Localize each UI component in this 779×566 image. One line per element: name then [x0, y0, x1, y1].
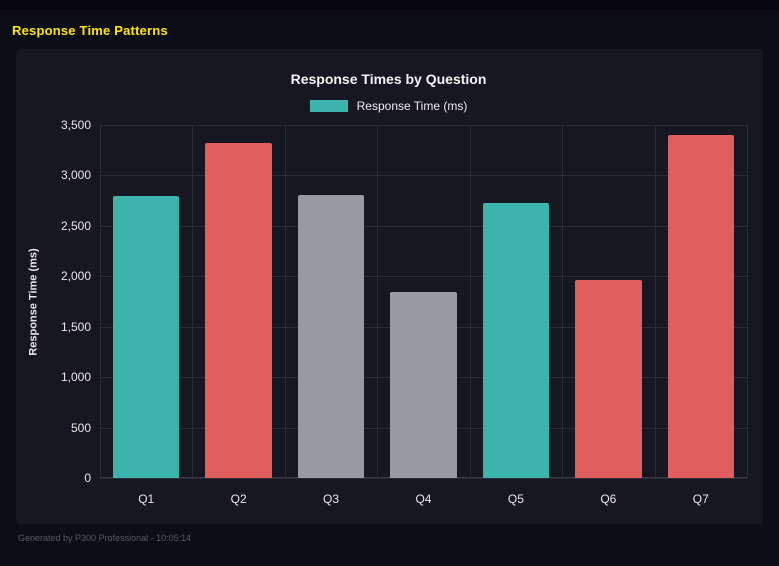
- v-gridline: [100, 125, 101, 478]
- v-gridline: [377, 125, 379, 478]
- x-tick-label-Q1: Q1: [138, 492, 155, 506]
- legend-label: Response Time (ms): [356, 99, 468, 113]
- bar-chart: Response Time (ms) 3,500 3,000 2,500 2,000 1…: [22, 118, 748, 516]
- h-gridline: [100, 125, 747, 126]
- y-tick-label: 2,000: [60, 269, 91, 284]
- y-tick-label: 1,000: [60, 370, 91, 385]
- v-gridline: [469, 125, 471, 478]
- bar-Q2[interactable]: [205, 143, 272, 478]
- plot-area: [100, 125, 748, 479]
- y-axis-title: Response Time (ms): [28, 247, 41, 356]
- bar-Q3[interactable]: [297, 194, 365, 478]
- legend-swatch: [309, 100, 348, 112]
- v-gridline: [654, 125, 656, 478]
- footer-status-text: Generated by P300 Professional - 10:05:1…: [18, 533, 192, 543]
- h-gridline: [100, 478, 747, 479]
- h-gridline: [100, 175, 747, 177]
- v-gridline: [192, 125, 194, 478]
- bar-Q4[interactable]: [390, 292, 457, 478]
- x-tick-label-Q5: Q5: [507, 492, 524, 506]
- x-tick-label-Q7: Q7: [692, 492, 709, 506]
- h-gridline: [100, 225, 747, 227]
- y-axis-ticks: 3,500 3,000 2,500 2,000 1,500 1,000 500 0: [46, 118, 100, 485]
- x-tick-label-Q4: Q4: [415, 492, 432, 506]
- y-tick-label: 3,000: [60, 168, 91, 183]
- y-tick-label: 500: [70, 420, 91, 435]
- bar-Q5[interactable]: [482, 202, 550, 478]
- y-tick-label: 3,500: [60, 118, 91, 132]
- x-tick-label-Q2: Q2: [230, 492, 247, 506]
- bar-Q7[interactable]: [667, 135, 735, 478]
- page-title: Response Time Patterns: [12, 23, 168, 38]
- chart-legend[interactable]: Response Time (ms): [22, 99, 755, 113]
- v-gridline: [284, 125, 286, 478]
- window-top-strip: [0, 0, 779, 10]
- y-tick-label: 0: [84, 471, 91, 485]
- v-gridline: [747, 125, 748, 478]
- x-axis-labels: Q1 Q2 Q3 Q4 Q5 Q6 Q7: [100, 478, 747, 516]
- bar-Q1[interactable]: [112, 195, 180, 478]
- y-tick-label: 1,500: [60, 319, 91, 334]
- x-tick-label-Q3: Q3: [323, 492, 340, 506]
- chart-panel: Response Times by Question Response Time…: [16, 49, 763, 524]
- chart-title: Response Times by Question: [290, 71, 487, 87]
- x-tick-label-Q6: Q6: [600, 492, 617, 506]
- h-gridline: [100, 276, 747, 278]
- y-tick-label: 2,500: [60, 218, 91, 233]
- bar-Q6[interactable]: [575, 280, 642, 478]
- v-gridline: [562, 125, 564, 478]
